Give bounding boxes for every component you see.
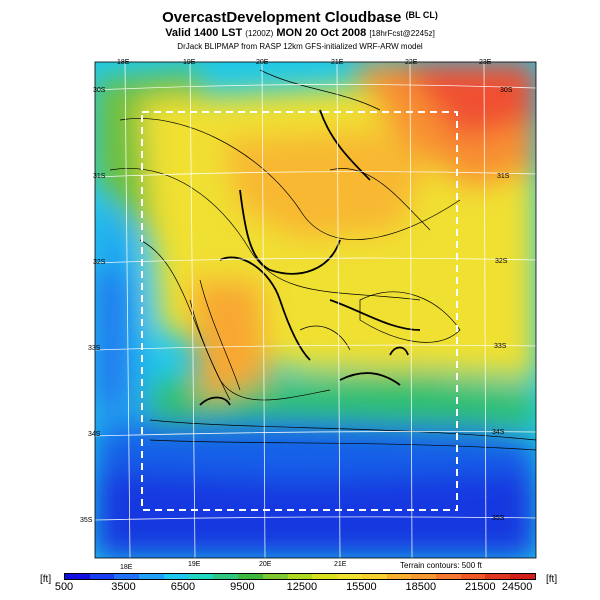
- lat-labels-left: 30S 31S 32S 33S 34S 35S: [80, 87, 106, 524]
- lat-label: 30S: [500, 87, 513, 94]
- colorbar-swatch: [188, 574, 214, 579]
- colorbar-label: 24500: [501, 581, 533, 593]
- lat-label: 33S: [494, 343, 507, 350]
- colorbar-label: 500: [54, 581, 74, 593]
- colorbar-swatch: [485, 574, 511, 579]
- lat-label: 33S: [88, 345, 101, 352]
- colorbar-swatch: [89, 574, 115, 579]
- colorbar-label: 6500: [170, 581, 196, 593]
- lat-label: 32S: [93, 259, 106, 266]
- colorbar-swatch: [213, 574, 239, 579]
- lat-label: 34S: [88, 431, 101, 438]
- lon-label: 19E: [188, 561, 201, 568]
- colorbar-swatch: [163, 574, 189, 579]
- colorbar-swatch: [436, 574, 461, 579]
- lon-label: 21E: [331, 59, 344, 66]
- colorbar-swatch: [238, 574, 263, 579]
- colorbar-swatch: [460, 574, 486, 579]
- lon-label: 23E: [479, 59, 492, 66]
- colorbar-label: 18500: [405, 581, 437, 593]
- lat-label: 30S: [93, 87, 106, 94]
- lon-label: 18E: [117, 59, 130, 66]
- colorbar-labels: 500 3500 6500 9500 12500 15500 18500 215…: [55, 581, 536, 595]
- lon-label: 20E: [259, 561, 272, 568]
- colorbar-swatch: [114, 574, 140, 579]
- lon-labels-bottom: 18E 19E 20E 21E: [120, 561, 347, 571]
- colorbar-label: 15500: [346, 581, 377, 593]
- colorbar-swatch: [411, 574, 437, 579]
- colorbar-swatch: [287, 574, 313, 579]
- lon-label: 21E: [334, 561, 347, 568]
- colorbar-swatch: [361, 574, 387, 579]
- colorbar: [64, 573, 536, 580]
- map-title: OvercastDevelopment Cloudbase (BL CL): [162, 9, 438, 26]
- lat-label: 31S: [497, 173, 510, 180]
- colorbar-swatch: [386, 574, 412, 579]
- lat-label: 31S: [93, 173, 106, 180]
- lon-label: 20E: [256, 59, 269, 66]
- colorbar-label: 3500: [111, 581, 136, 593]
- valid-time: Valid 1400 LST (1200Z) MON 20 Oct 2008 […: [165, 27, 435, 39]
- colorbar-swatch: [312, 574, 338, 579]
- colorbar-swatch: [337, 574, 362, 579]
- lon-label: 22E: [405, 59, 418, 66]
- model-credit: DrJack BLIPMAP from RASP 12km GFS-initia…: [177, 42, 423, 51]
- lon-labels-top: 18E 19E 20E 21E 22E 23E: [117, 59, 492, 66]
- colorbar-unit-right: [ft]: [546, 574, 558, 585]
- lat-label: 32S: [495, 258, 508, 265]
- terrain-contour-note: Terrain contours: 500 ft: [400, 561, 482, 570]
- lon-label: 19E: [183, 59, 196, 66]
- colorbar-swatch: [262, 574, 288, 579]
- colorbar-swatch: [139, 574, 164, 579]
- colorbar-swatch: [510, 574, 535, 579]
- colorbar-swatch: [65, 574, 90, 579]
- lat-label: 34S: [492, 429, 505, 436]
- lat-labels-right: 30S 31S 32S 33S 34S 35S: [492, 87, 513, 522]
- colorbar-unit-left: [ft]: [40, 574, 52, 585]
- lon-label: 18E: [120, 564, 133, 571]
- colorbar-label: 9500: [230, 581, 255, 593]
- colorbar-label: 12500: [286, 581, 318, 593]
- colorbar-label: 21500: [465, 581, 496, 593]
- lat-label: 35S: [492, 515, 505, 522]
- lat-label: 35S: [80, 517, 93, 524]
